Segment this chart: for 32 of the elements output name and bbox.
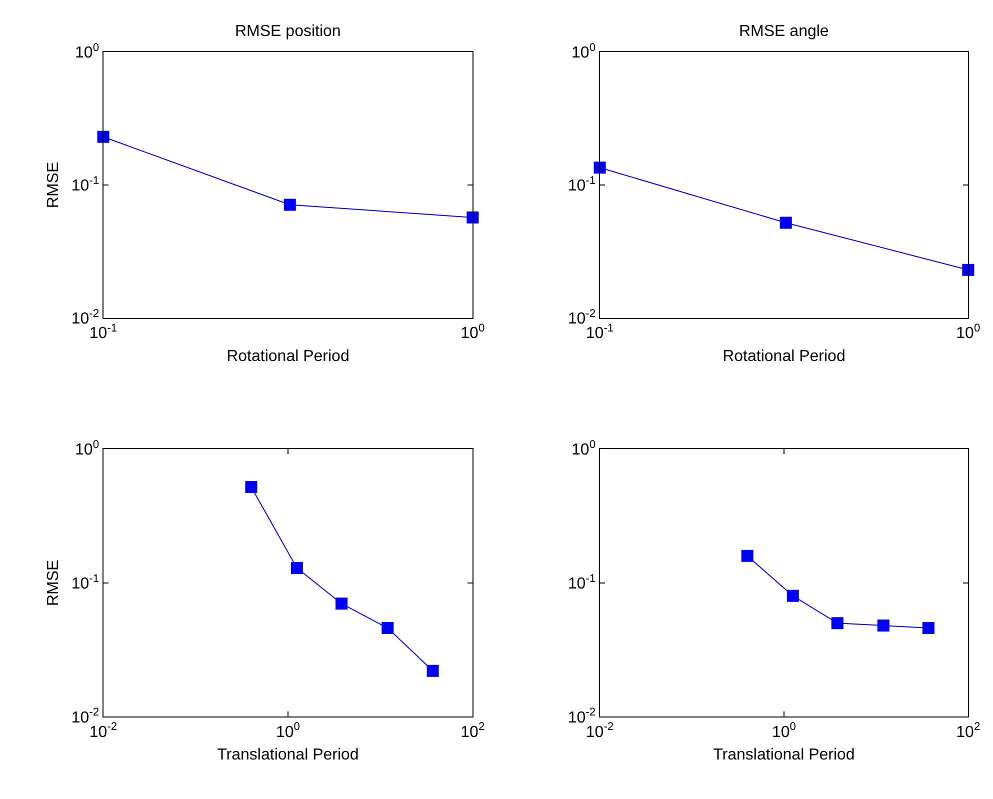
point [786,590,799,602]
chart-title: RMSE position [235,23,341,40]
y-tick-label: 10$^{0}$ [572,42,596,62]
point [741,550,754,562]
x-tick-label: 10$^{0}$ [956,322,980,342]
chart-title: RMSE angle [739,23,829,40]
y-tick-label: 10$^{0}$ [75,438,100,459]
x-axis-title: Rotational Period [226,348,350,365]
x-axis-title: Translational Period [217,746,359,764]
y-tick-label: 10$^{-1}$ [71,572,100,592]
point [382,622,394,634]
x-tick-label: 10$^{0}$ [276,721,300,741]
x-tick-label: 10$^{2}$ [460,721,485,741]
point [922,622,934,634]
x-tick-label: 10$^{2}$ [956,721,980,741]
point [245,481,258,494]
y-axis-title: RMSE [45,162,62,208]
point [426,664,439,677]
x-axis-title: Rotational Period [722,348,846,365]
x-tick-label: 10$^{0}$ [460,322,485,342]
y-tick-label: 10$^{0}$ [75,42,100,62]
y-tick-label: 10$^{-1}$ [568,572,596,592]
point [831,617,844,630]
x-tick-label: 10$^{0}$ [772,721,796,741]
x-axis-title: Translational Period [713,746,855,764]
y-axis-title: RMSE [45,560,62,606]
point [336,598,348,610]
point [877,620,890,632]
point [290,562,303,574]
y-tick-label: 10$^{0}$ [572,438,596,459]
y-tick-label: 10$^{-1}$ [568,174,596,195]
y-tick-label: 10$^{-1}$ [71,174,100,195]
